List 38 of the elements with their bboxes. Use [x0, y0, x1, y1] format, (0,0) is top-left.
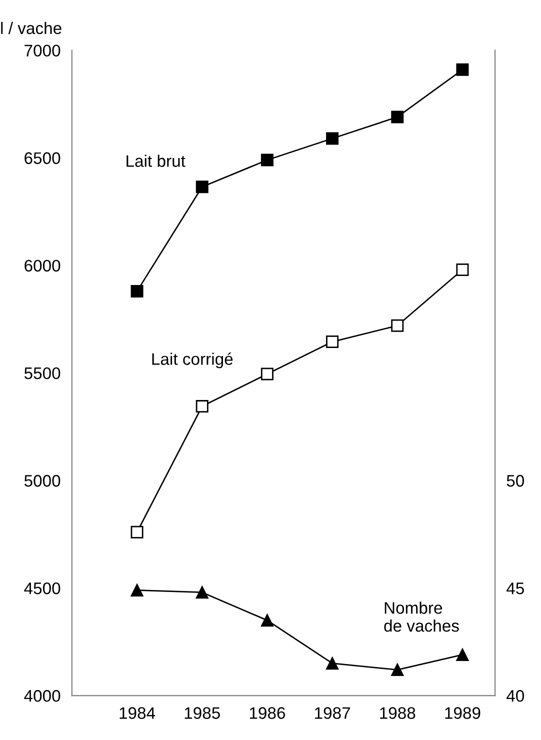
point: [196, 180, 208, 194]
x-tick-label: 1986: [250, 707, 286, 719]
point: [196, 586, 208, 599]
x-tick-label: 1985: [184, 707, 220, 719]
point: [196, 400, 208, 413]
x-tick-label: 1984: [120, 707, 156, 719]
point: [326, 132, 339, 145]
point: [260, 368, 274, 380]
series-label: Lait corrigé: [152, 352, 233, 368]
point: [260, 614, 274, 627]
y-axis-title: l / vache: [1, 22, 62, 34]
point: [130, 526, 144, 538]
y-tick-label: 6000: [24, 260, 60, 272]
point: [391, 110, 404, 124]
point: [326, 336, 339, 348]
series-label: Lait brut: [126, 154, 186, 167]
y-tick-label: 4000: [24, 690, 60, 702]
point: [456, 263, 469, 276]
y-tick-label: 5500: [24, 367, 60, 380]
x-tick-label: 1988: [380, 707, 416, 719]
y-tick-label: 6500: [24, 152, 60, 164]
point: [130, 284, 144, 298]
point: [260, 154, 274, 166]
y-tick-label: 5000: [24, 474, 60, 487]
point: [456, 63, 469, 76]
point: [391, 319, 404, 332]
x-tick-label: 1989: [445, 707, 480, 719]
y-tick-label: 7000: [24, 44, 60, 57]
point: [391, 664, 404, 676]
point: [130, 584, 144, 596]
y2-tick-label: 50: [506, 474, 524, 487]
x-tick-label: 1987: [315, 707, 350, 719]
point: [326, 657, 339, 670]
y-tick-label: 4500: [24, 582, 60, 594]
y2-tick-label: 40: [506, 690, 524, 702]
point: [456, 648, 469, 661]
y2-tick-label: 45: [506, 582, 524, 594]
series-label: Nombre de vaches: [384, 602, 459, 632]
